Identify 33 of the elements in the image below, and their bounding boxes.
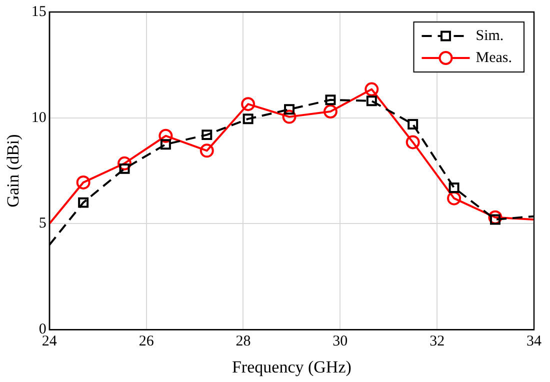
point	[200, 144, 214, 158]
point	[323, 104, 338, 119]
x-tick-label: 34	[526, 334, 542, 350]
x-axis-title: Frequency (GHz)	[232, 357, 352, 376]
point	[242, 114, 254, 124]
y-tick-label: 5	[38, 216, 46, 232]
y-tick-label: 10	[31, 110, 46, 126]
point	[284, 104, 295, 115]
point	[488, 210, 502, 224]
legend-label: Meas.	[476, 50, 512, 66]
x-tick-label: 32	[430, 334, 445, 350]
y-tick-label: 15	[31, 4, 46, 20]
point	[325, 94, 336, 106]
point	[447, 191, 462, 206]
point	[78, 197, 89, 208]
x-tick-label: 30	[332, 334, 348, 350]
point	[448, 182, 460, 193]
point	[366, 96, 377, 106]
x-tick-label: 28	[236, 334, 251, 350]
point	[202, 130, 212, 140]
point	[282, 110, 296, 124]
point	[76, 175, 90, 190]
point	[158, 128, 173, 143]
point	[118, 156, 132, 170]
point	[160, 139, 171, 150]
point	[241, 97, 256, 112]
point	[408, 118, 418, 130]
point	[364, 82, 379, 96]
x-tick-label: 26	[138, 334, 154, 350]
legend-label: Sim.	[476, 28, 504, 44]
x-tick-label: 24	[42, 334, 58, 350]
y-axis-title: Gain (dBi)	[4, 134, 23, 208]
point	[406, 135, 420, 150]
